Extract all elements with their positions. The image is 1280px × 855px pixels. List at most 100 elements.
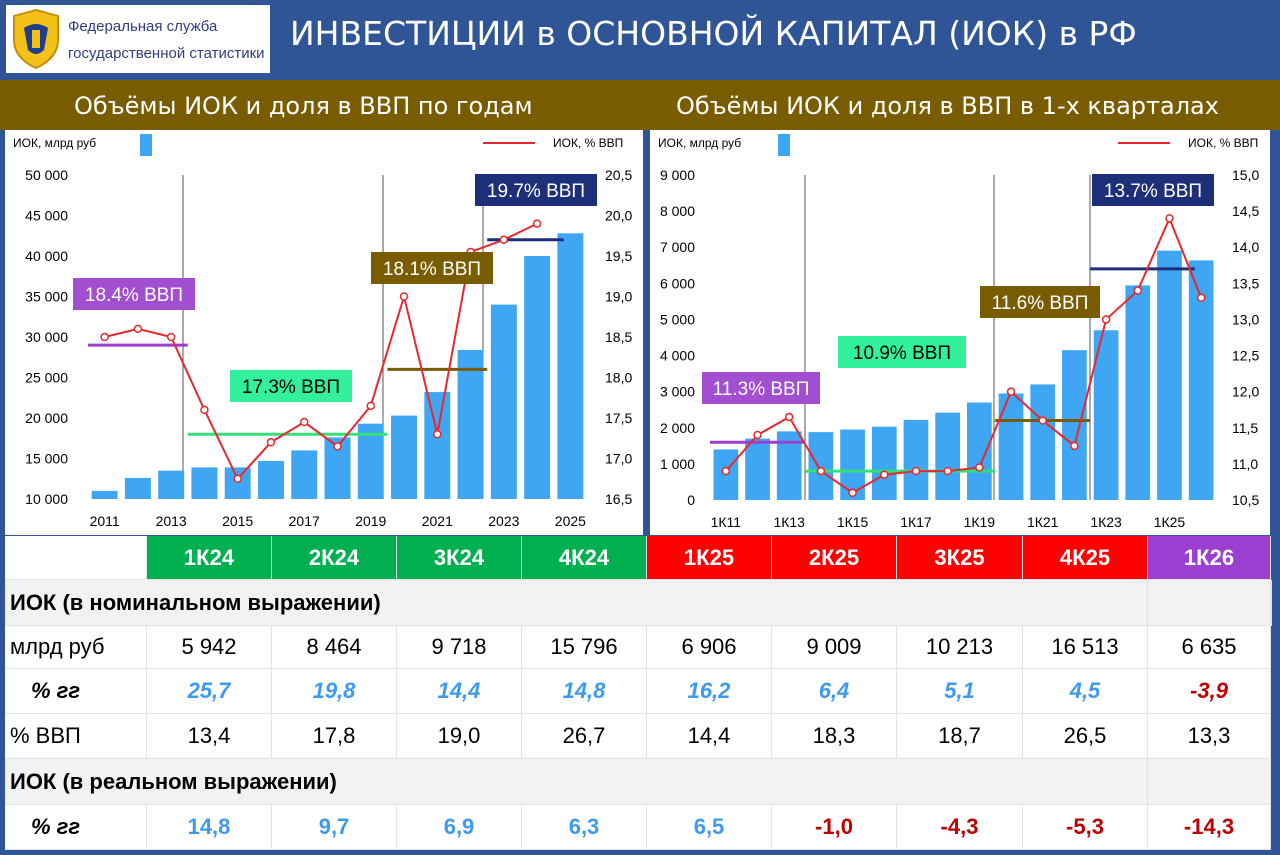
table-cell: 9 009 <box>772 626 897 669</box>
y-tick-label: 9 000 <box>660 167 695 183</box>
gdp-share-point <box>1133 286 1143 295</box>
bar <box>935 412 961 500</box>
x-tick-label: 1К13 <box>773 514 805 530</box>
y-tick-label: 2 000 <box>660 420 695 436</box>
x-tick-label: 2011 <box>90 513 120 529</box>
column-header: 1К26 <box>1148 536 1271 580</box>
y-tick-label: 3 000 <box>660 384 695 400</box>
y2-tick-label: 16,5 <box>605 491 632 507</box>
table-cell: 8 464 <box>272 626 397 669</box>
table-cell: 5 942 <box>147 626 272 669</box>
annotation-box <box>1092 174 1214 206</box>
x-tick-label: 1К23 <box>1090 514 1122 530</box>
bar <box>1030 384 1056 500</box>
y-tick-label: 7 000 <box>660 239 695 255</box>
table-cell: 26,7 <box>522 714 647 759</box>
legend-bar-swatch <box>140 134 152 156</box>
y2-tick-label: 12,5 <box>1232 348 1259 364</box>
bar <box>224 467 251 499</box>
y2-tick-label: 10,5 <box>1232 492 1259 508</box>
section-empty-cell <box>1271 580 1272 626</box>
y2-tick-label: 13,5 <box>1232 275 1259 291</box>
table-cell: 16 513 <box>1023 626 1148 669</box>
y-tick-label: 50 000 <box>25 167 68 183</box>
subtitle-bar <box>0 80 1280 130</box>
gdp-share-line <box>725 215 1203 494</box>
table-cell: 6,9 <box>397 805 522 850</box>
table-cell: 10 213 <box>897 626 1023 669</box>
gdp-share-point <box>753 430 762 440</box>
bar <box>191 467 218 499</box>
table-cell: -3,9 <box>1148 669 1271 714</box>
x-tick-label: 2025 <box>555 513 586 529</box>
y2-tick-label: 14,0 <box>1232 239 1259 255</box>
gdp-share-point <box>1070 441 1079 451</box>
y2-tick-label: 12,0 <box>1232 384 1259 400</box>
column-header: 4К25 <box>1023 536 1148 580</box>
table-cell: 17,8 <box>272 714 397 759</box>
table-cell: 6,5 <box>647 805 772 850</box>
table-cell: 6,3 <box>522 805 647 850</box>
gdp-share-point <box>1006 387 1016 396</box>
y-tick-label: 20 000 <box>25 410 68 426</box>
right-chart-panel: ИОК, млрд руб ИОК, % ВВП 0 1 000 2 000 3 000 4… <box>650 130 1270 535</box>
x-tick-label: 1К15 <box>837 514 869 530</box>
y-tick-label: 6 000 <box>660 275 695 291</box>
bar <box>291 450 318 499</box>
annotation-label: 17.3% ВВП <box>242 377 340 398</box>
gdp-share-point <box>880 470 889 479</box>
table-cell: -1,0 <box>772 805 897 850</box>
y-tick-label: 45 000 <box>25 208 68 224</box>
gdp-share-point <box>1165 214 1174 223</box>
gdp-share-point <box>100 332 109 342</box>
y-axis-label: ИОК, млрд руб <box>658 136 741 150</box>
y-tick-label: 10 000 <box>25 491 68 507</box>
y2-tick-label: 15,0 <box>1232 167 1259 183</box>
annotation-label: 13.7% ВВП <box>1104 181 1202 202</box>
x-tick-label: 1К11 <box>711 514 742 530</box>
y2-tick-label: 14,5 <box>1232 203 1259 219</box>
section-empty-cell <box>1148 759 1271 805</box>
gdp-share-point <box>532 219 542 228</box>
table-cell: 18,7 <box>897 714 1023 759</box>
gdp-share-point <box>975 463 984 472</box>
gdp-share-point <box>721 466 731 476</box>
bar <box>424 392 451 499</box>
bar <box>1093 330 1119 500</box>
x-tick-label: 1К21 <box>1027 514 1059 530</box>
emblem-icon <box>13 8 59 70</box>
gdp-share-point <box>499 235 509 245</box>
table-cell: 5,1 <box>897 669 1023 714</box>
gdp-share-point <box>133 324 143 334</box>
gdp-share-point <box>911 466 921 476</box>
column-header: 3К24 <box>397 536 522 580</box>
bar <box>871 426 897 500</box>
bar <box>998 393 1024 500</box>
table-cell: 6 906 <box>647 626 772 669</box>
bar <box>158 470 185 499</box>
bar <box>124 477 151 499</box>
x-tick-label: 2021 <box>422 513 453 529</box>
table-cell: 16,2 <box>647 669 772 714</box>
annual-chart: ИОК, млрд руб ИОК, % ВВП 10 000 15 000 20 00… <box>13 134 632 529</box>
y-tick-label: 1 000 <box>660 456 695 472</box>
x-tick-label: 1К17 <box>900 514 932 530</box>
gdp-share-point <box>233 474 242 483</box>
annotation-label: 10.9% ВВП <box>853 343 951 364</box>
table-cell: -14,3 <box>1148 805 1271 850</box>
table-cell: 14,8 <box>147 805 272 850</box>
column-header: 2К25 <box>772 536 897 580</box>
annotation-label: 18.1% ВВП <box>383 259 481 280</box>
rosstat-logo: Федеральная служба государственной стати… <box>6 5 270 73</box>
y-tick-label: 5 000 <box>660 311 695 327</box>
x-tick-label: 2017 <box>289 513 320 529</box>
right-chart-subtitle: Объёмы ИОК и доля в ВВП в 1-х кварталах <box>676 92 1219 120</box>
annotation-label: 11.6% ВВП <box>992 293 1089 314</box>
y2-axis-label: ИОК, % ВВП <box>553 136 623 150</box>
bar <box>1125 285 1151 500</box>
logo-text-line1: Федеральная служба <box>68 18 218 35</box>
y2-tick-label: 17,0 <box>605 451 632 467</box>
gdp-share-point <box>816 466 826 476</box>
data-table: 1К24 2К24 3К24 4К24 1К25 2К25 3К25 4К25 1К26 ИОК … <box>5 536 1272 850</box>
annotation-box <box>838 336 966 368</box>
